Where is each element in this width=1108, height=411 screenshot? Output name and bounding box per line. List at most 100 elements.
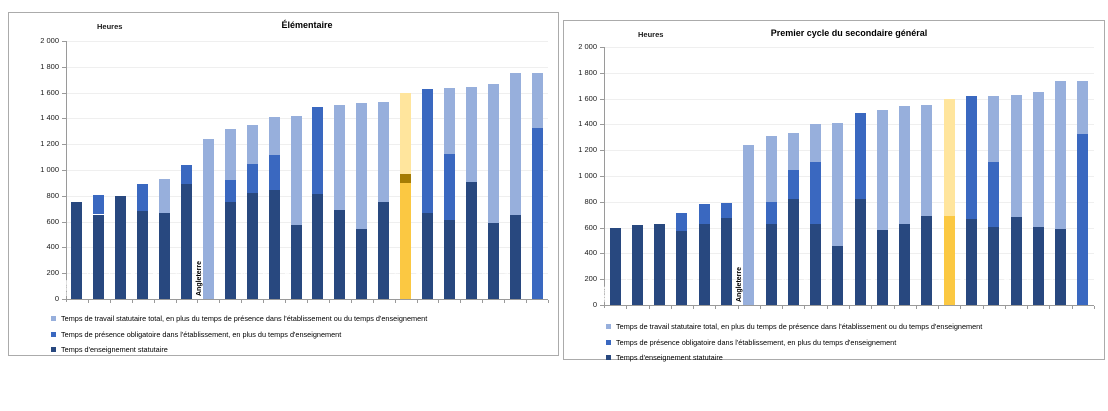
bar-segment-presence (400, 173, 412, 183)
bar-segment-total-worktime (1010, 95, 1022, 218)
legend-swatch-teaching (51, 347, 56, 352)
chart-title: Premier cycle du secondaire général (770, 28, 928, 38)
bar-segment-teaching (921, 215, 933, 305)
y-axis-tick (600, 201, 604, 203)
bar-country-label: UE-22 (892, 282, 900, 302)
gridline (66, 66, 548, 68)
y-axis-tick (62, 299, 66, 300)
bar-segment-teaching (400, 182, 412, 299)
y-axis-tick (600, 253, 604, 255)
x-axis-tick (482, 300, 484, 303)
bar-segment-presence (854, 113, 866, 199)
bar-country-label: Espagne (261, 266, 269, 296)
bar-country-label: Danemark (415, 262, 422, 296)
bar-country-label: Autriche (108, 267, 116, 296)
gridline (66, 195, 548, 197)
bar-country-label: Pays-Bas (1003, 270, 1011, 302)
bar-country-label: Espagne (803, 272, 811, 302)
y-axis-tick-label: 200 (584, 274, 597, 284)
bar-segment-teaching (312, 193, 324, 299)
legend-label: Temps de travail statutaire total, en pl… (61, 314, 428, 323)
gridline (604, 72, 1094, 74)
legend-label: Temps de présence obligatoire dans l'éta… (616, 337, 897, 347)
bar-segment-teaching (631, 225, 643, 305)
gridline (66, 221, 548, 223)
legend-item: Temps de travail statutaire total, en pl… (9, 314, 558, 324)
bar-country-label: Estonie (869, 276, 877, 302)
y-axis-tick (62, 221, 66, 223)
x-axis-tick (871, 306, 873, 309)
bar-segment-teaching (654, 223, 666, 305)
x-axis-tick (893, 306, 895, 309)
legend-label: Temps d'enseignement statutaire (61, 345, 168, 354)
chart-panel-elementary: Élémentaire Heures 0 200 400 600 800 1 000 1 2… (8, 12, 559, 356)
bar-segment-teaching (876, 230, 888, 305)
bar-segment-teaching (966, 219, 977, 305)
bar-segment-teaching (422, 213, 433, 299)
gridline (604, 47, 1094, 48)
x-axis-tick (826, 306, 828, 309)
bar-segment-total-worktime (487, 84, 499, 223)
y-axis-tick-label: 1 400 (40, 113, 59, 123)
bar-segment-presence (765, 201, 777, 224)
bar-segment-total-worktime (443, 88, 455, 154)
x-axis-tick (372, 300, 374, 303)
gridline (604, 253, 1094, 255)
gridline (604, 98, 1094, 100)
bar-segment-teaching (721, 217, 732, 305)
gridline (604, 227, 1094, 229)
bar-segment-teaching (465, 181, 477, 299)
bar-segment-teaching (854, 198, 866, 305)
bar-country-label: Suède (524, 274, 532, 296)
x-axis-tick (109, 300, 111, 303)
bar-segment-total-worktime (509, 73, 521, 215)
bar-segment-teaching (487, 222, 499, 299)
bar-country-label: Écosse (780, 277, 788, 302)
y-axis-tick (600, 98, 604, 100)
bar-segment-presence (721, 203, 732, 218)
x-axis-tick (804, 306, 806, 309)
legend-item: Temps d'enseignement statutaire (564, 353, 1104, 363)
bar-segment-teaching (1010, 217, 1022, 305)
bar-country-label: Lituanie (305, 269, 313, 296)
bar-segment-total-worktime (268, 117, 280, 155)
y-axis-tick (62, 144, 66, 146)
x-axis-tick (350, 300, 352, 303)
bar-segment-total-worktime (159, 179, 171, 213)
bar-segment-total-worktime (810, 124, 822, 162)
bar-segment-presence (137, 184, 149, 212)
bar-segment-presence (443, 153, 455, 221)
legend-label: Temps d'enseignement statutaire (616, 353, 723, 362)
gridline (66, 144, 548, 146)
bar-country-label: France (393, 273, 401, 296)
bar-segment-total-worktime (378, 101, 390, 202)
y-axis-tick (62, 118, 66, 120)
bar-segment-presence (531, 128, 543, 299)
y-axis-line (66, 41, 67, 302)
legend-swatch-presence (51, 331, 56, 337)
y-axis-tick (62, 273, 66, 275)
x-axis-tick (1071, 306, 1073, 309)
y-axis-tick (62, 92, 66, 94)
y-axis-tick (600, 72, 604, 74)
y-axis-tick-label: 0 (592, 300, 597, 309)
y-axis-tick-label: 200 (46, 268, 59, 278)
legend-swatch-teaching (606, 355, 611, 360)
y-axis-tick-label: 600 (584, 222, 597, 232)
x-axis-tick (782, 306, 784, 309)
bar-segment-total-worktime (1077, 81, 1089, 135)
bar-segment-presence (676, 213, 688, 232)
bar-segment-total-worktime (202, 139, 214, 299)
y-axis-tick (600, 305, 604, 306)
bar-country-label: Hongrie (436, 269, 444, 296)
bar-country-label: Angleterre (195, 260, 203, 296)
bar-country-label: Pologne (825, 274, 833, 302)
x-axis-tick (548, 300, 549, 303)
x-axis-tick (526, 300, 528, 303)
bar-segment-teaching (224, 201, 236, 299)
legend-item: Temps de travail statutaire total, en pl… (564, 322, 1104, 332)
bar-country-label: Portugal (758, 273, 766, 302)
bar-country-label: Irlande (174, 273, 181, 296)
bar-segment-presence (93, 194, 105, 215)
